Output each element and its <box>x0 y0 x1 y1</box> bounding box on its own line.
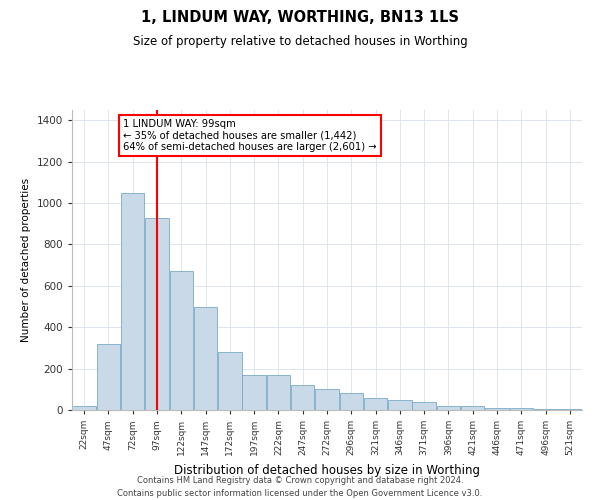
Bar <box>315 390 339 410</box>
Bar <box>558 409 581 410</box>
Text: Size of property relative to detached houses in Worthing: Size of property relative to detached ho… <box>133 35 467 48</box>
Bar <box>121 193 145 410</box>
Bar <box>364 398 388 410</box>
Bar <box>145 218 169 410</box>
Y-axis label: Number of detached properties: Number of detached properties <box>21 178 31 342</box>
Bar <box>437 406 460 410</box>
Bar <box>97 344 120 410</box>
Bar <box>242 375 266 410</box>
Bar <box>291 385 314 410</box>
Bar <box>170 272 193 410</box>
Bar <box>388 400 412 410</box>
Text: 1 LINDUM WAY: 99sqm
← 35% of detached houses are smaller (1,442)
64% of semi-det: 1 LINDUM WAY: 99sqm ← 35% of detached ho… <box>123 119 377 152</box>
Bar <box>218 352 242 410</box>
X-axis label: Distribution of detached houses by size in Worthing: Distribution of detached houses by size … <box>174 464 480 476</box>
Bar <box>485 408 509 410</box>
Bar <box>509 408 533 410</box>
Bar <box>73 406 96 410</box>
Bar <box>461 406 484 410</box>
Bar <box>412 402 436 410</box>
Text: 1, LINDUM WAY, WORTHING, BN13 1LS: 1, LINDUM WAY, WORTHING, BN13 1LS <box>141 10 459 25</box>
Bar <box>194 306 217 410</box>
Text: Contains HM Land Registry data © Crown copyright and database right 2024.
Contai: Contains HM Land Registry data © Crown c… <box>118 476 482 498</box>
Bar <box>534 409 557 410</box>
Bar <box>266 375 290 410</box>
Bar <box>340 394 363 410</box>
